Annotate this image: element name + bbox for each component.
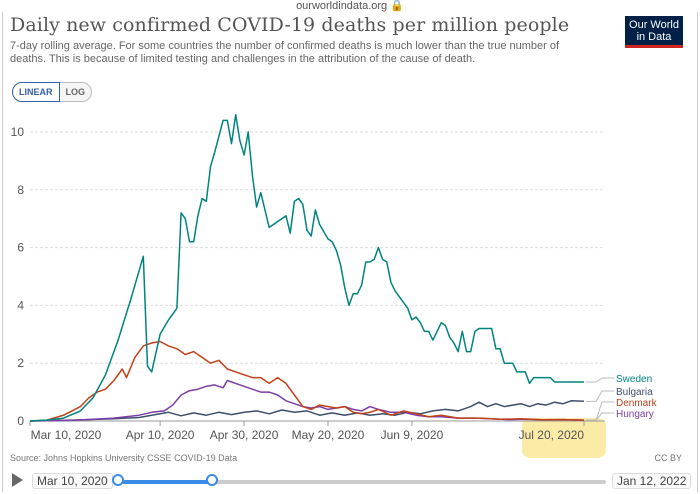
y-axis: 0 2 4 6 8 10 bbox=[11, 125, 25, 428]
legend-label-sweden: Sweden bbox=[616, 374, 652, 385]
timeline-start-label[interactable]: Mar 10, 2020 bbox=[32, 473, 113, 489]
timeline-end-label[interactable]: Jan 12, 2022 bbox=[612, 473, 692, 489]
chart-title: Daily new confirmed COVID-19 deaths per … bbox=[10, 14, 570, 36]
x-tick-label: Apr 30, 2020 bbox=[210, 428, 279, 442]
series-lines bbox=[29, 113, 585, 422]
legend-label-hungary: Hungary bbox=[616, 409, 654, 420]
play-icon[interactable] bbox=[12, 473, 23, 487]
x-tick-label: May 20, 2020 bbox=[292, 428, 365, 442]
owid-logo[interactable]: Our World in Data bbox=[625, 16, 683, 48]
legend-label-denmark: Denmark bbox=[616, 398, 658, 409]
legend-label-bulgaria: Bulgaria bbox=[616, 387, 653, 398]
x-tick-label: Apr 10, 2020 bbox=[126, 428, 195, 442]
legend-connector bbox=[586, 390, 615, 402]
linear-scale-button[interactable]: LINEAR bbox=[12, 82, 60, 102]
highlight-marker bbox=[522, 418, 606, 458]
logo-line-2: in Data bbox=[636, 31, 672, 43]
y-tick-label: 2 bbox=[17, 356, 24, 370]
timeline-selection bbox=[118, 480, 212, 484]
y-tick-label: 6 bbox=[17, 241, 24, 255]
y-tick-label: 0 bbox=[17, 414, 24, 428]
x-tick-label: Jun 9, 2020 bbox=[381, 428, 444, 442]
timeline-track[interactable] bbox=[118, 480, 606, 484]
y-tick-label: 10 bbox=[11, 125, 25, 139]
x-axis: Mar 10, 2020 Apr 10, 2020 Apr 30, 2020 May … bbox=[29, 420, 605, 442]
series-line-hungary bbox=[29, 379, 585, 422]
scale-toggle: LINEAR LOG bbox=[12, 82, 92, 102]
timeline-end-handle[interactable] bbox=[206, 474, 218, 486]
logo-line-1: Our World bbox=[629, 19, 679, 31]
chart-frame bbox=[2, 12, 698, 492]
log-scale-button[interactable]: LOG bbox=[59, 82, 92, 102]
timeline: Mar 10, 2020 Jan 12, 2022 bbox=[0, 470, 700, 492]
y-tick-label: 8 bbox=[17, 183, 24, 197]
source-note[interactable]: Source: Johns Hopkins University CSSE CO… bbox=[10, 453, 238, 463]
y-tick-label: 4 bbox=[17, 298, 24, 312]
series-line-denmark bbox=[29, 340, 585, 422]
chart-subtitle: 7-day rolling average. For some countrie… bbox=[10, 40, 560, 65]
legend-connector bbox=[586, 412, 615, 421]
x-tick-label: Jul 20, 2020 bbox=[519, 428, 585, 442]
license-link[interactable]: CC BY bbox=[654, 453, 682, 463]
x-tick-label: Mar 10, 2020 bbox=[31, 428, 102, 442]
series-line-bulgaria bbox=[29, 400, 585, 422]
browser-url[interactable]: ourworldindata.org 🔒 bbox=[296, 0, 404, 12]
series-line-sweden bbox=[29, 113, 584, 422]
timeline-start-handle[interactable] bbox=[112, 474, 124, 486]
legend-connector bbox=[586, 401, 615, 421]
legend-connector bbox=[586, 377, 615, 383]
